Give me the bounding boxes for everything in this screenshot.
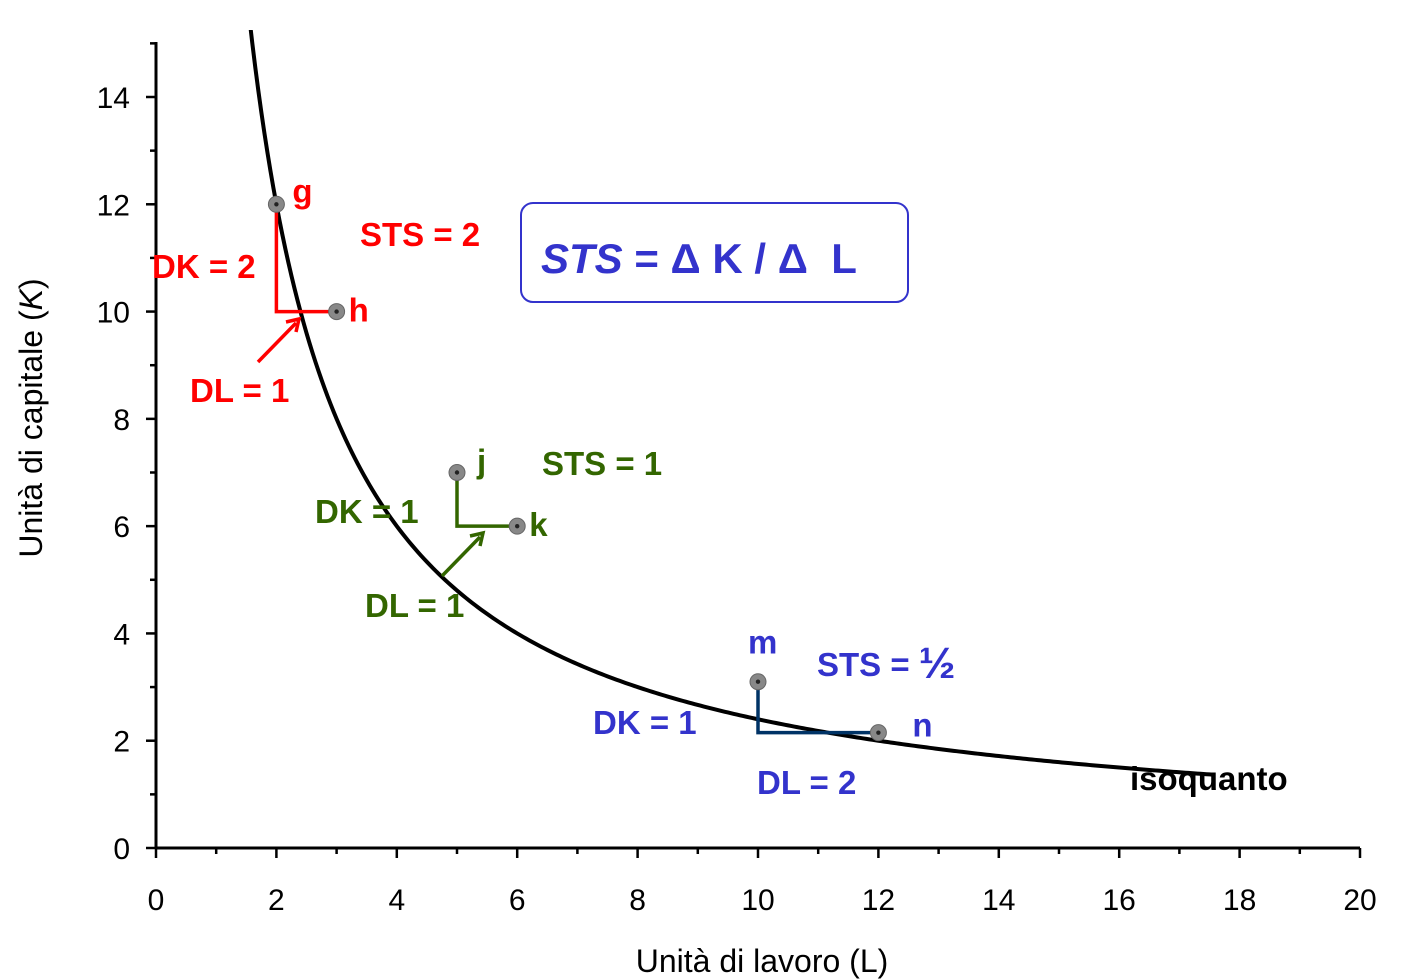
label-dl-red: DL = 1 [190,372,289,409]
y-tick-label: 8 [113,404,130,437]
x-tick-label: 4 [388,884,405,917]
point-m-center [755,679,761,684]
point-label-g: g [292,172,312,209]
x-tick-label: 0 [148,884,165,917]
point-label-j: j [476,443,486,480]
formula-text: STS = Δ K / Δ L [541,235,857,282]
y-tick-label: 4 [113,618,130,651]
arrow-red-head [285,316,302,333]
y-tick-label: 2 [113,726,130,759]
y-tick-label: 10 [97,297,130,330]
point-label-h: h [349,292,369,329]
isoquant-curve [248,30,1213,777]
label-dk-green: DK = 1 [315,493,419,530]
x-tick-label: 2 [268,884,285,917]
label-sts-blue: STS = ½ [817,639,956,688]
point-label-k: k [529,506,548,543]
point-j-center [454,470,460,475]
triangle-j-k [455,472,518,528]
x-tick-label: 6 [509,884,526,917]
y-tick-label: 12 [97,189,130,222]
y-tick-label: 0 [113,833,130,866]
triangle-m-n [756,681,879,735]
arrow-green [440,535,482,578]
label-dl-blue: DL = 2 [757,764,856,801]
point-k-center [515,523,520,529]
x-tick-label: 12 [862,884,895,917]
y-axis-title: Unità di capitale (K) [13,278,49,557]
point-label-n: n [912,707,932,744]
label-sts-green: STS = 1 [542,445,662,482]
arrow-green-head [469,530,486,547]
label-sts-red: STS = 2 [360,216,480,253]
label-dk-blue: DK = 1 [593,704,697,741]
curve-label-isoquanto: isoquanto [1130,760,1288,797]
label-dk-red: DK = 2 [152,248,256,285]
triangle-g-h [274,204,337,314]
label-dl-green: DL = 1 [365,587,464,624]
x-tick-label: 20 [1343,884,1376,917]
point-g-center [274,202,279,207]
arrow-red [256,321,298,364]
x-tick-label: 18 [1223,884,1256,917]
x-tick-label: 14 [982,884,1015,917]
y-tick-label: 14 [97,82,130,115]
x-tick-label: 10 [741,884,774,917]
x-axis-title: Unità di lavoro (L) [636,943,889,979]
point-h-center [334,309,339,314]
formula-box [520,202,909,303]
x-tick-label: 8 [629,884,646,917]
sts-fraction: ½ [919,639,956,688]
point-label-m: m [748,624,777,661]
point-n-center [876,730,881,735]
y-tick-label: 6 [113,511,130,544]
x-tick-label: 16 [1103,884,1136,917]
